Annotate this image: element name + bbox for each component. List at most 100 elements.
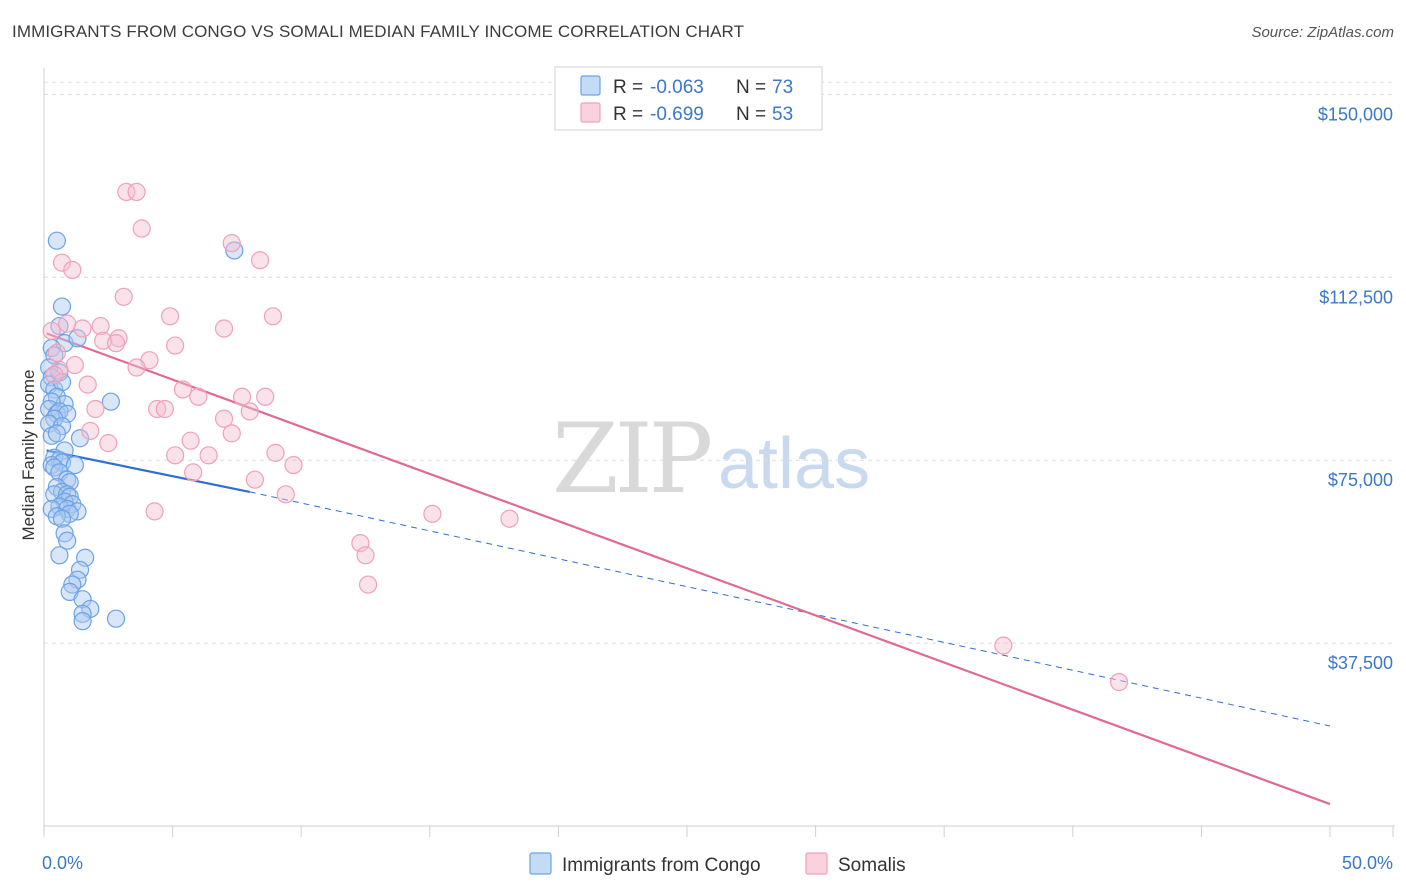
y-tick-label: $112,500 — [1319, 287, 1393, 307]
congo-point — [52, 509, 72, 528]
congo-trend-dashed — [249, 491, 1331, 727]
somali-point — [63, 260, 82, 280]
congo-point — [50, 546, 69, 565]
somali-point — [78, 375, 97, 394]
legend-r-value-congo: -0.063 — [650, 77, 704, 98]
congo-point — [58, 531, 77, 550]
somali-point — [284, 455, 303, 475]
somali-point — [91, 316, 110, 336]
somali-point — [117, 182, 136, 202]
y-tick-label: $75,000 — [1328, 470, 1393, 490]
somali-point — [132, 219, 151, 238]
congo-point — [52, 297, 72, 316]
axes — [43, 68, 1395, 837]
congo-point — [70, 429, 90, 448]
bottom-legend-swatch-somalis — [805, 852, 828, 875]
somali-point — [81, 421, 100, 441]
congo-point — [225, 241, 244, 260]
somali-point — [199, 446, 218, 465]
congo-trend-solid — [46, 449, 250, 493]
legend-r-label-somalis: R = — [613, 104, 643, 125]
legend-r-label-congo: R = — [613, 77, 643, 98]
y-tick-label: $37,500 — [1328, 653, 1393, 673]
congo-point — [55, 524, 74, 543]
congo-point — [68, 329, 87, 348]
congo-point — [47, 231, 66, 250]
somali-point — [52, 253, 72, 272]
somali-point — [184, 463, 203, 482]
bottom-legend-label-congo: Immigrants from Congo — [562, 855, 761, 876]
watermark-atlas: atlas — [718, 424, 870, 504]
somali-point — [250, 251, 270, 270]
somali-point — [148, 399, 167, 419]
source-label: Source: ZipAtlas.com — [1251, 24, 1394, 41]
watermark-zip: ZIP — [552, 403, 711, 515]
chart-title: IMMIGRANTS FROM CONGO VS SOMALI MEDIAN F… — [12, 22, 745, 41]
legend-n-value-somalis: 53 — [772, 104, 793, 125]
somali-point — [73, 319, 92, 338]
somali-point — [356, 546, 375, 565]
bottom-legend-swatch-congo — [529, 852, 552, 875]
somali-point — [181, 431, 200, 450]
somali-point — [109, 329, 128, 348]
data-points — [40, 182, 1129, 692]
somali-point — [42, 321, 61, 341]
somali-point — [240, 402, 259, 421]
somali-point — [214, 319, 234, 338]
somali-point — [45, 365, 64, 384]
congo-point — [47, 477, 66, 497]
somali-point — [256, 387, 275, 406]
x-tick-label-min: 0.0% — [42, 853, 83, 873]
congo-point — [101, 392, 120, 411]
somali-point — [160, 307, 180, 326]
somali-point — [127, 182, 146, 202]
bottom-legend: Immigrants from Congo Somalis — [529, 852, 906, 876]
somali-point — [65, 355, 84, 375]
somali-point — [245, 470, 265, 489]
somali-point — [58, 314, 77, 333]
y-tick-labels: $37,500 $75,000 $112,500 $150,000 — [1318, 104, 1393, 673]
somali-point — [358, 575, 378, 594]
somali-point — [173, 380, 192, 399]
congo-point — [73, 612, 92, 631]
somali-point — [222, 424, 241, 443]
legend-swatch-congo — [580, 75, 601, 96]
legend-n-label-somalis: N = — [736, 104, 766, 125]
bottom-legend-label-somalis: Somalis — [838, 855, 906, 876]
somali-point — [99, 434, 118, 453]
somali-point — [127, 358, 146, 377]
legend: R = -0.063 N = 73 R = -0.699 N = 53 — [554, 66, 823, 131]
gridlines — [44, 81, 1395, 644]
legend-n-value-congo: 73 — [772, 77, 793, 98]
somali-point — [222, 234, 241, 253]
congo-point — [65, 455, 84, 475]
congo-point — [47, 424, 66, 443]
somali-trend — [46, 332, 1331, 806]
congo-point — [106, 609, 126, 628]
somali-point — [214, 409, 234, 428]
somali-point — [263, 307, 283, 326]
somali-point — [86, 399, 105, 419]
somali-point — [189, 387, 208, 406]
somali-point — [166, 446, 185, 465]
somali-point — [166, 336, 185, 355]
somali-point — [994, 636, 1013, 655]
somali-point — [47, 343, 66, 362]
somali-point — [155, 399, 174, 419]
somali-point — [232, 387, 252, 406]
somali-point — [276, 485, 295, 504]
somali-point — [145, 502, 164, 521]
trend-lines — [46, 332, 1331, 806]
congo-point — [73, 604, 92, 623]
x-tick-labels: 0.0% 50.0% — [42, 853, 1393, 873]
congo-point — [45, 458, 64, 477]
somali-point — [1109, 673, 1129, 692]
x-tick-label-max: 50.0% — [1342, 853, 1393, 873]
congo-point — [73, 590, 92, 609]
y-axis-title: Median Family Income — [19, 369, 38, 540]
somali-point — [106, 334, 126, 353]
somali-point — [423, 504, 442, 523]
legend-n-label-congo: N = — [736, 77, 766, 98]
legend-swatch-somalis — [580, 102, 601, 123]
